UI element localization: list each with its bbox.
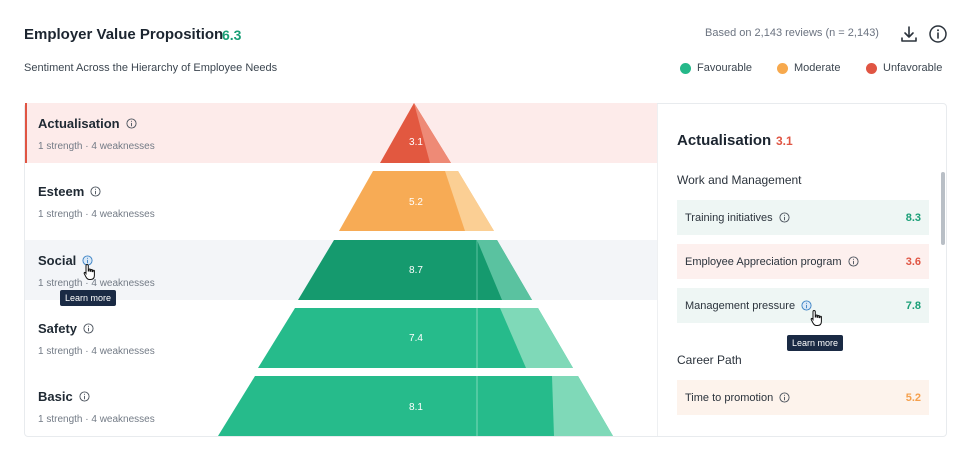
- legend-label: Unfavorable: [883, 62, 943, 74]
- legend-label: Favourable: [697, 62, 753, 74]
- learn-more-tooltip: Learn more: [787, 335, 844, 351]
- tier-score: 5.2: [409, 197, 423, 208]
- moderate-dot: [777, 62, 788, 74]
- unfavorable-dot: [866, 62, 877, 74]
- driver-item[interactable]: Management pressure 7.8: [677, 288, 929, 323]
- tier-basic[interactable]: 8.1: [218, 376, 613, 436]
- legend-label: Moderate: [794, 62, 841, 74]
- driver-label: Employee Appreciation program: [685, 255, 842, 268]
- level-summary: 1 strength · 4 weaknesses: [38, 209, 155, 220]
- scrollbar[interactable]: [941, 172, 945, 245]
- reviews-count: Based on 2,143 reviews (n = 2,143): [705, 27, 879, 39]
- level-name: Safety: [38, 321, 78, 336]
- level-name: Actualisation: [38, 116, 120, 131]
- tier-score: 8.1: [409, 402, 423, 413]
- level-name: Basic: [38, 389, 73, 404]
- driver-score: 8.3: [905, 211, 921, 224]
- driver-score: 3.6: [905, 255, 921, 268]
- level-row-actualisation[interactable]: Actualisation 1 strength · 4 weaknesses: [25, 103, 657, 163]
- tier-score: 7.4: [409, 333, 423, 344]
- tier-esteem[interactable]: 5.2: [339, 171, 494, 231]
- driver-label: Management pressure: [685, 299, 796, 312]
- driver-score: 5.2: [905, 391, 921, 404]
- hand-cursor-icon: [810, 309, 822, 326]
- level-summary: 1 strength · 4 weaknesses: [38, 141, 155, 152]
- legend-unfavorable: Unfavorable: [866, 62, 942, 74]
- info-icon[interactable]: [779, 212, 790, 223]
- level-row-esteem[interactable]: Esteem 1 strength · 4 weaknesses: [25, 171, 657, 231]
- detail-panel: Actualisation 3.1 Work and Management Tr…: [657, 104, 946, 436]
- level-name: Esteem: [38, 184, 85, 199]
- level-name: Social: [38, 253, 77, 268]
- driver-item[interactable]: Employee Appreciation program 3.6: [677, 244, 929, 279]
- level-summary: 1 strength · 4 weaknesses: [38, 414, 155, 425]
- level-summary: 1 strength · 4 weaknesses: [38, 346, 155, 357]
- panel-score: 3.1: [776, 134, 793, 148]
- driver-score: 7.8: [905, 299, 921, 312]
- legend-moderate: Moderate: [777, 62, 840, 74]
- info-icon[interactable]: [126, 118, 137, 129]
- info-icon[interactable]: [928, 24, 948, 44]
- tier-actualisation[interactable]: 3.1: [380, 103, 451, 163]
- level-summary: 1 strength · 4 weaknesses: [38, 278, 155, 289]
- tier-score: 8.7: [409, 265, 423, 276]
- info-icon[interactable]: [83, 323, 94, 334]
- page-title: Employer Value Proposition: [24, 26, 224, 43]
- group-title: Career Path: [677, 353, 742, 367]
- info-icon[interactable]: [90, 186, 101, 197]
- info-icon[interactable]: [79, 391, 90, 402]
- favourable-dot: [680, 62, 691, 74]
- level-row-basic[interactable]: Basic 1 strength · 4 weaknesses: [25, 376, 657, 436]
- tier-social[interactable]: 8.7: [298, 240, 532, 300]
- legend-favourable: Favourable: [680, 62, 752, 74]
- page-subtitle: Sentiment Across the Hierarchy of Employ…: [24, 62, 278, 74]
- driver-item[interactable]: Training initiatives 8.3: [677, 200, 929, 235]
- info-icon[interactable]: [801, 300, 812, 311]
- tier-score: 3.1: [409, 137, 423, 148]
- panel-title: Actualisation: [677, 132, 772, 149]
- learn-more-tooltip: Learn more: [60, 290, 117, 306]
- group-title: Work and Management: [677, 173, 802, 187]
- driver-label: Training initiatives: [685, 211, 773, 224]
- download-icon[interactable]: [899, 24, 919, 44]
- hand-cursor-icon: [83, 263, 95, 280]
- driver-label: Time to promotion: [685, 391, 774, 404]
- info-icon[interactable]: [847, 256, 859, 267]
- level-row-safety[interactable]: Safety 1 strength · 4 weaknesses: [25, 308, 657, 368]
- info-icon[interactable]: [779, 392, 790, 403]
- overall-score: 6.3: [222, 27, 242, 43]
- driver-item[interactable]: Time to promotion 5.2: [677, 380, 929, 415]
- tier-safety[interactable]: 7.4: [258, 308, 573, 368]
